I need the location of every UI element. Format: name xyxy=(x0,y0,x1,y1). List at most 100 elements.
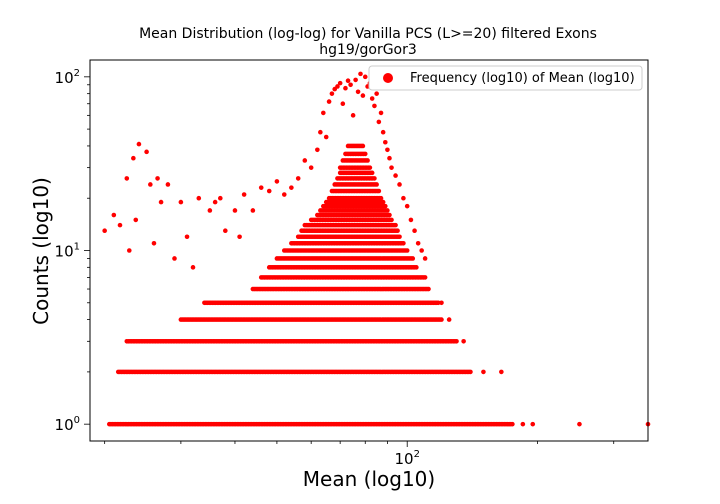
data-point xyxy=(184,234,190,240)
data-point xyxy=(315,147,320,153)
data-point xyxy=(446,317,452,322)
data-point xyxy=(337,80,343,86)
data-point xyxy=(412,228,417,234)
data-point xyxy=(136,141,142,147)
data-point xyxy=(302,158,308,163)
data-point xyxy=(131,155,136,161)
data-point xyxy=(404,248,410,253)
data-point xyxy=(436,300,441,306)
data-point xyxy=(481,369,486,375)
data-point xyxy=(281,192,287,197)
data-point xyxy=(321,110,326,116)
data-point xyxy=(343,85,348,91)
data-point xyxy=(378,195,384,201)
data-point xyxy=(172,256,177,261)
data-point xyxy=(237,234,242,240)
data-point xyxy=(340,101,346,107)
x-axis-label: Mean (log10) xyxy=(303,467,435,491)
chart-subtitle: hg19/gorGor3 xyxy=(319,42,417,58)
data-point xyxy=(318,129,323,135)
data-point xyxy=(520,421,526,427)
data-point xyxy=(374,91,379,96)
data-point xyxy=(385,208,390,213)
data-point xyxy=(232,208,238,213)
data-point xyxy=(387,212,392,218)
legend-marker xyxy=(383,73,393,83)
data-point xyxy=(380,199,386,205)
y-axis-label: Counts (log10) xyxy=(29,177,53,325)
data-point xyxy=(329,91,335,96)
legend: Frequency (log10) of Mean (log10) xyxy=(368,65,643,91)
data-point xyxy=(401,195,406,201)
data-point xyxy=(397,234,402,240)
data-point xyxy=(393,222,398,228)
data-point xyxy=(408,217,414,223)
data-point xyxy=(397,182,402,187)
data-point xyxy=(207,208,213,213)
data-point xyxy=(410,256,416,261)
data-point xyxy=(419,248,424,253)
data-point xyxy=(439,300,444,306)
data-point xyxy=(362,151,368,157)
data-point xyxy=(124,176,130,181)
data-point xyxy=(369,96,375,101)
data-point xyxy=(358,71,363,77)
data-point xyxy=(389,165,394,170)
x-tick-label: 102 xyxy=(394,449,419,468)
data-point xyxy=(250,208,256,213)
chart-title: Mean Distribution (log-log) for Vanilla … xyxy=(139,26,597,42)
data-point xyxy=(365,158,370,163)
data-point xyxy=(223,228,228,234)
data-point xyxy=(385,147,390,153)
data-point xyxy=(577,421,582,427)
data-point xyxy=(454,339,459,344)
data-point xyxy=(383,203,388,209)
data-point xyxy=(376,188,382,194)
data-point xyxy=(439,317,444,322)
data-point xyxy=(422,256,428,261)
data-point xyxy=(165,182,171,187)
data-point xyxy=(102,228,107,234)
data-point xyxy=(372,103,377,109)
data-point xyxy=(274,179,280,184)
data-points xyxy=(102,71,651,427)
data-point xyxy=(258,185,264,190)
data-point xyxy=(355,89,361,95)
data-point xyxy=(378,110,384,116)
data-point xyxy=(144,149,149,155)
data-point xyxy=(133,217,139,223)
data-point xyxy=(155,176,160,181)
data-point xyxy=(308,165,314,170)
data-point xyxy=(422,275,428,280)
data-point xyxy=(404,203,410,209)
data-point xyxy=(389,217,394,223)
data-point xyxy=(212,199,218,205)
data-point xyxy=(367,165,373,170)
data-point xyxy=(348,82,353,88)
data-point xyxy=(360,93,366,98)
data-point xyxy=(353,77,358,83)
data-point xyxy=(415,241,421,246)
data-point xyxy=(190,265,196,270)
data-point xyxy=(376,119,382,125)
data-point xyxy=(369,170,375,176)
legend-label: Frequency (log10) of Mean (log10) xyxy=(410,71,635,86)
data-point xyxy=(468,369,473,375)
data-point xyxy=(196,195,202,201)
data-point xyxy=(126,248,132,253)
data-point xyxy=(158,199,164,205)
data-point xyxy=(266,188,272,194)
data-point xyxy=(241,192,247,197)
data-point xyxy=(178,199,184,205)
data-point xyxy=(111,212,117,218)
data-point xyxy=(360,143,366,149)
data-point xyxy=(326,99,332,104)
data-point xyxy=(289,185,294,190)
data-point xyxy=(350,113,356,118)
data-point xyxy=(461,339,466,344)
data-point xyxy=(510,421,515,427)
data-point xyxy=(387,155,392,161)
data-point xyxy=(401,241,406,246)
data-point xyxy=(148,182,153,187)
